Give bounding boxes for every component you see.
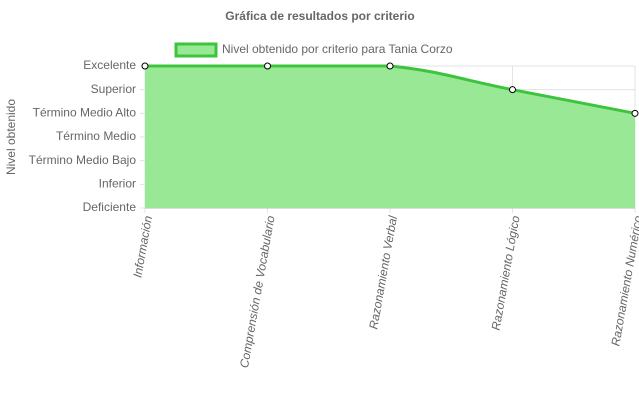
point: [386, 62, 394, 70]
point: [631, 109, 639, 117]
x-tick-label: Razonamiento Numérico: [608, 214, 639, 347]
point: [264, 62, 271, 70]
point: [509, 86, 516, 94]
y-tick-label: Término Medio Bajo: [29, 153, 137, 167]
x-tick-label: Información: [130, 214, 155, 278]
legend-label: Nivel obtenido por criterio para Tania C…: [222, 42, 453, 56]
x-tick-label: Razonamiento Lógico: [489, 214, 523, 331]
y-tick-label: Superior: [91, 82, 136, 96]
chart-title: Gráfica de resultados por criterio: [225, 9, 414, 23]
y-tick-label: Excelente: [83, 58, 136, 72]
point: [141, 62, 149, 70]
x-tick-label: Comprensión de Vocabulario: [237, 214, 278, 369]
y-tick-label: Término Medio Alto: [33, 106, 137, 120]
x-tick-label: Razonamiento Verbal: [366, 214, 400, 330]
legend-swatch: [174, 42, 218, 58]
y-axis-label: Nivel obtenido: [4, 99, 18, 175]
y-tick-label: Deficiente: [83, 200, 137, 214]
y-tick-label: Término Medio: [56, 129, 136, 143]
area: [145, 66, 635, 208]
y-tick-label: Inferior: [99, 177, 136, 191]
